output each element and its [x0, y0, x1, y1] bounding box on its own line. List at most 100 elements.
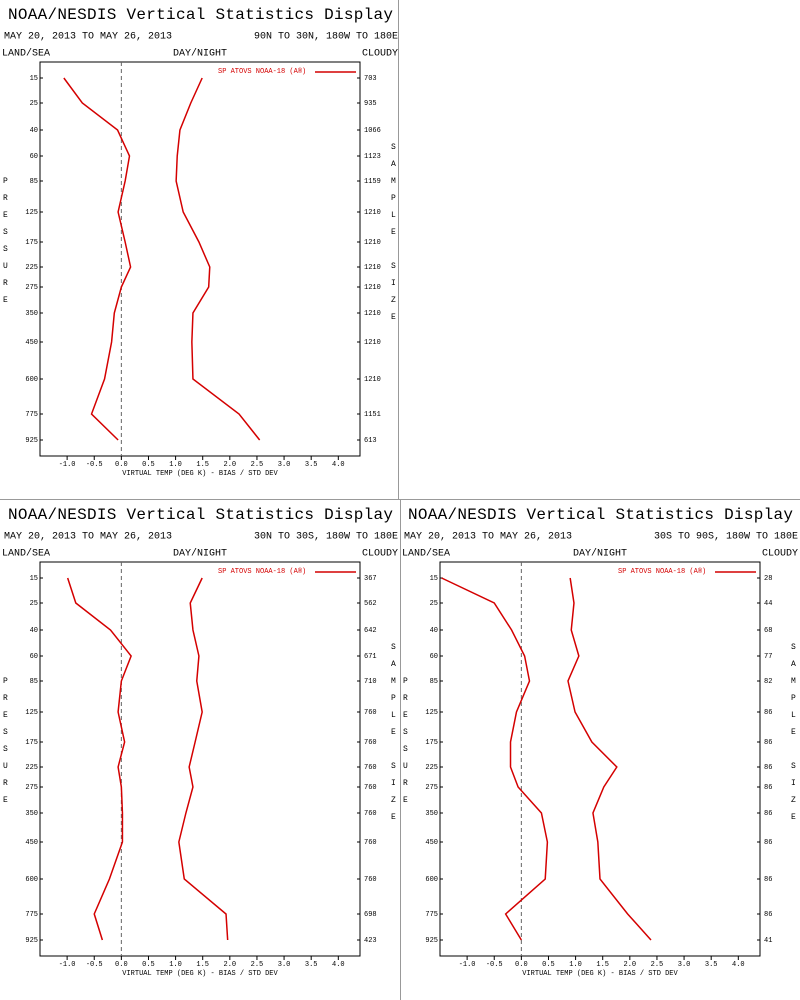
legend-label: SP ATOVS NOAA-18 (A®)	[218, 567, 306, 576]
sample-size: 760	[364, 784, 377, 792]
y-tick-label: 60	[30, 153, 38, 161]
y-tick-label: 350	[425, 810, 438, 818]
y-tick-label: 450	[25, 839, 38, 847]
header-right: CLOUDY	[362, 549, 398, 560]
x-tick-label: 2.0	[224, 961, 237, 969]
y-axis-label: PRESSURE	[1, 677, 10, 813]
y-tick-label: 25	[30, 100, 38, 108]
sample-size: 77	[764, 653, 772, 661]
sample-size: 1123	[364, 153, 381, 161]
x-tick-label: 4.0	[732, 961, 745, 969]
x-tick-label: 1.0	[169, 961, 182, 969]
series-line	[178, 577, 229, 941]
legend-label: SP ATOVS NOAA-18 (A®)	[618, 567, 706, 576]
sample-size: 86	[764, 764, 772, 772]
y-tick-label: 40	[430, 627, 438, 635]
x-tick-label: 1.0	[169, 461, 182, 469]
plot-frame	[39, 561, 361, 957]
panel: NOAA/NESDIS Vertical Statistics Display M…	[1, 6, 398, 478]
sample-size: 1210	[364, 310, 381, 318]
x-tick-label: 4.0	[332, 961, 345, 969]
sample-size: 41	[764, 937, 772, 945]
sample-size: 760	[364, 876, 377, 884]
y-tick-label: 350	[25, 310, 38, 318]
y-tick-label: 125	[25, 209, 38, 217]
chart-title: NOAA/NESDIS Vertical Statistics Display	[8, 6, 393, 24]
sample-size: 82	[764, 678, 772, 686]
x-tick-label: 0.5	[542, 961, 555, 969]
y2-axis-label: SAMPLE SIZE	[389, 143, 398, 330]
y-tick-label: 225	[25, 764, 38, 772]
y-tick-label: 15	[30, 575, 38, 583]
x-tick-label: -0.5	[486, 961, 503, 969]
x-tick-label: 0.5	[142, 961, 155, 969]
y-tick-label: 175	[425, 739, 438, 747]
y-tick-label: 600	[25, 876, 38, 884]
y-tick-label: 40	[30, 127, 38, 135]
x-tick-label: 3.0	[278, 961, 291, 969]
x-tick-label: 0.5	[142, 461, 155, 469]
y-tick-label: 125	[25, 709, 38, 717]
x-tick-label: 1.5	[196, 961, 209, 969]
y-tick-label: 125	[425, 709, 438, 717]
sample-size: 1210	[364, 376, 381, 384]
series-line	[175, 77, 261, 441]
region: 30N TO 30S, 180W TO 180E	[254, 532, 398, 543]
y-tick-label: 60	[30, 653, 38, 661]
sample-size: 760	[364, 764, 377, 772]
sample-size: 1210	[364, 209, 381, 217]
x-tick-label: 2.5	[251, 961, 264, 969]
y-tick-label: 775	[25, 411, 38, 419]
legend-label: SP ATOVS NOAA-18 (A®)	[218, 67, 306, 76]
x-tick-label: 2.5	[251, 461, 264, 469]
sample-size: 86	[764, 784, 772, 792]
y-tick-label: 925	[25, 937, 38, 945]
y-tick-label: 275	[25, 284, 38, 292]
y-tick-label: 40	[30, 627, 38, 635]
x-axis-label: VIRTUAL TEMP (DEG K) - BIAS / STD DEV	[122, 470, 278, 478]
x-tick-label: 1.5	[596, 961, 609, 969]
panel: NOAA/NESDIS Vertical Statistics Display M…	[1, 506, 398, 978]
date-range: MAY 20, 2013 TO MAY 26, 2013	[4, 532, 172, 543]
x-tick-label: -0.5	[86, 961, 103, 969]
region: 90N TO 30N, 180W TO 180E	[254, 32, 398, 43]
y-tick-label: 275	[425, 784, 438, 792]
date-range: MAY 20, 2013 TO MAY 26, 2013	[404, 532, 572, 543]
y-tick-label: 60	[430, 653, 438, 661]
y-tick-label: 775	[425, 911, 438, 919]
y-axis-label: PRESSURE	[401, 677, 410, 813]
x-tick-label: 0.0	[515, 961, 528, 969]
y-tick-label: 85	[30, 678, 38, 686]
sample-size: 698	[364, 911, 377, 919]
x-tick-label: -1.0	[459, 961, 476, 969]
x-tick-label: 3.5	[305, 461, 318, 469]
y-tick-label: 450	[25, 339, 38, 347]
sample-size: 1210	[364, 339, 381, 347]
y2-axis-label: SAMPLE SIZE	[789, 643, 798, 830]
series-line	[66, 577, 132, 941]
x-axis-label: VIRTUAL TEMP (DEG K) - BIAS / STD DEV	[122, 970, 278, 978]
y-tick-label: 600	[25, 376, 38, 384]
sample-size: 1066	[364, 127, 381, 135]
header-center: DAY/NIGHT	[573, 548, 627, 560]
x-tick-label: -0.5	[86, 461, 103, 469]
sample-size: 760	[364, 709, 377, 717]
y-tick-label: 600	[425, 876, 438, 884]
y-tick-label: 175	[25, 239, 38, 247]
sample-size: 423	[364, 937, 377, 945]
header-left: LAND/SEA	[402, 548, 450, 560]
y-tick-label: 15	[30, 75, 38, 83]
date-range: MAY 20, 2013 TO MAY 26, 2013	[4, 32, 172, 43]
header-right: CLOUDY	[362, 49, 398, 60]
x-tick-label: -1.0	[59, 961, 76, 969]
sample-size: 613	[364, 437, 377, 445]
sample-size: 642	[364, 627, 377, 635]
sample-size: 86	[764, 839, 772, 847]
x-tick-label: 3.5	[305, 961, 318, 969]
sample-size: 68	[764, 627, 772, 635]
header-left: LAND/SEA	[2, 548, 50, 560]
y-tick-label: 85	[430, 678, 438, 686]
sample-size: 28	[764, 575, 772, 583]
